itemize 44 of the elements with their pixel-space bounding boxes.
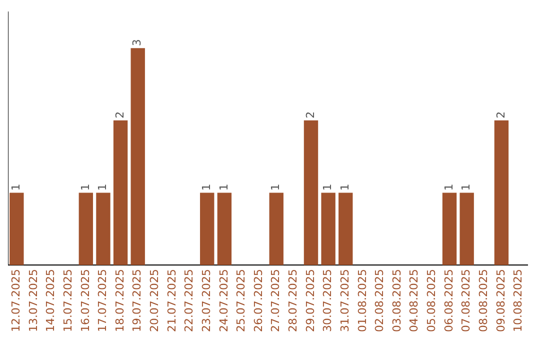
data-label: 2: [113, 111, 126, 118]
data-label: 1: [217, 184, 230, 191]
x-tick-label: 13.07.2025: [26, 269, 40, 332]
data-label: 1: [321, 184, 334, 191]
x-tick-label: 01.08.2025: [356, 269, 369, 332]
x-tick-label: 02.08.2025: [373, 269, 386, 332]
data-label: 1: [442, 184, 456, 191]
x-tick-label: 28.07.2025: [286, 269, 300, 332]
data-label: 1: [460, 184, 473, 191]
data-label: 2: [304, 111, 317, 118]
data-label: 1: [269, 184, 282, 191]
data-label: 1: [10, 184, 23, 191]
x-tick-label: 22.07.2025: [182, 269, 196, 332]
x-tick-label: 10.08.2025: [512, 269, 525, 332]
x-tick-label: 31.07.2025: [338, 269, 352, 332]
x-tick-label: 07.08.2025: [460, 269, 473, 332]
data-label: 1: [200, 184, 213, 191]
data-label: 1: [338, 184, 352, 191]
x-tick-label: 29.07.2025: [304, 269, 317, 332]
x-tick-label: 19.07.2025: [130, 269, 144, 332]
x-tick-label: 12.07.2025: [10, 269, 23, 332]
x-tick-label: 05.08.2025: [425, 269, 438, 332]
data-label: 1: [96, 184, 110, 191]
x-tick-label: 16.07.2025: [78, 269, 92, 332]
x-tick-label: 23.07.2025: [200, 269, 213, 332]
x-tick-label: 04.08.2025: [408, 269, 421, 332]
x-tick-label: 17.07.2025: [96, 269, 110, 332]
x-tick-label: 26.07.2025: [252, 269, 265, 332]
x-tick-label: 25.07.2025: [234, 269, 248, 332]
x-tick-label: 06.08.2025: [442, 269, 456, 332]
x-tick-label: 27.07.2025: [269, 269, 282, 332]
x-tick-label: 14.07.2025: [44, 269, 58, 332]
x-tick-label: 15.07.2025: [61, 269, 74, 332]
x-tick-label: 08.08.2025: [477, 269, 490, 332]
x-tick-label: 20.07.2025: [148, 269, 162, 332]
x-tick-label: 21.07.2025: [165, 269, 178, 332]
x-tick-label: 03.08.2025: [390, 269, 404, 332]
x-tick-label: 30.07.2025: [321, 269, 334, 332]
data-label: 3: [130, 39, 144, 46]
x-tick-label: 24.07.2025: [217, 269, 230, 332]
data-label: 1: [78, 184, 92, 191]
x-tick-label: 09.08.2025: [494, 269, 508, 332]
x-tick-label: 18.07.2025: [113, 269, 126, 332]
data-label: 2: [494, 111, 508, 118]
